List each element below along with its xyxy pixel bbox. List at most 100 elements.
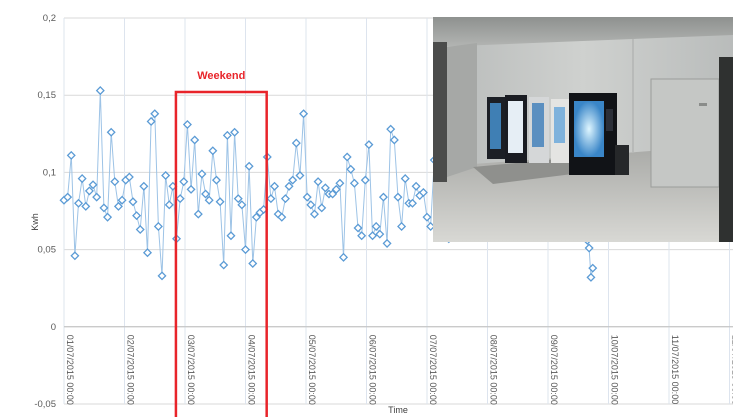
data-point — [150, 109, 160, 119]
data-point — [251, 212, 261, 222]
data-point — [584, 243, 594, 253]
data-point — [99, 203, 109, 213]
data-point — [226, 231, 236, 241]
data-point — [266, 194, 276, 204]
data-point — [586, 272, 596, 282]
data-point — [124, 172, 134, 182]
data-point — [88, 180, 98, 190]
data-point — [375, 229, 385, 239]
data-point — [244, 161, 254, 171]
data-point — [357, 231, 367, 241]
data-point — [407, 198, 417, 208]
data-point — [81, 201, 91, 211]
data-point — [175, 194, 185, 204]
data-point — [349, 178, 359, 188]
data-point — [335, 178, 345, 188]
data-point — [382, 238, 392, 248]
data-point — [66, 150, 76, 160]
data-point — [240, 245, 251, 255]
data-point — [164, 200, 174, 210]
x-tick-label: 08/07/2015 00:00 — [489, 335, 499, 405]
data-point — [193, 209, 203, 219]
data-point — [331, 184, 341, 194]
data-point — [219, 260, 229, 270]
data-point — [153, 221, 163, 231]
data-point — [84, 186, 94, 196]
data-point — [320, 183, 330, 193]
data-point — [397, 221, 407, 231]
data-point — [63, 192, 73, 202]
data-point — [270, 181, 280, 191]
data-point — [110, 177, 120, 187]
data-point — [277, 212, 287, 222]
weekend-label: Weekend — [197, 70, 245, 82]
y-axis-ticks: -0,05 0 0,05 0,1 0,15 0,2 — [34, 13, 56, 410]
data-point — [70, 251, 80, 261]
data-point — [215, 197, 225, 207]
data-point — [237, 200, 247, 210]
data-point — [317, 203, 327, 213]
data-point — [338, 252, 349, 262]
data-point — [230, 127, 240, 137]
data-point — [302, 192, 312, 202]
data-point — [299, 109, 309, 119]
data-point — [393, 192, 403, 202]
data-point — [113, 201, 123, 211]
x-tick-label: 01/07/2015 00:00 — [65, 335, 75, 405]
data-point — [353, 223, 363, 233]
data-point — [306, 200, 316, 210]
data-point — [328, 189, 338, 199]
weekend-box — [174, 90, 268, 417]
x-tick-label: 03/07/2015 00:00 — [186, 335, 196, 405]
data-point — [418, 187, 428, 197]
data-point — [309, 209, 319, 219]
data-point — [208, 146, 218, 156]
data-point — [422, 212, 432, 222]
data-point — [378, 192, 388, 202]
data-point — [106, 127, 116, 137]
y-tick-label: 0 — [51, 322, 56, 333]
data-point — [161, 170, 171, 181]
data-point — [128, 197, 138, 207]
data-point — [211, 175, 221, 185]
data-point — [364, 140, 374, 150]
data-point — [288, 175, 298, 185]
data-point — [182, 120, 192, 130]
data-point — [280, 194, 290, 204]
data-point — [368, 231, 378, 241]
x-tick-label: 04/07/2015 00:00 — [247, 335, 257, 405]
y-tick-label: -0,05 — [34, 399, 56, 410]
x-tick-label: 06/07/2015 00:00 — [368, 335, 378, 405]
data-point — [201, 189, 211, 199]
data-point — [386, 124, 396, 134]
y-tick-label: 0,15 — [38, 90, 57, 101]
data-point — [77, 174, 87, 184]
data-point — [132, 211, 142, 221]
data-point — [142, 248, 153, 258]
data-point — [135, 225, 145, 235]
data-point — [117, 195, 127, 205]
x-tick-label: 05/07/2015 00:00 — [307, 335, 317, 405]
x-tick-label: 10/07/2015 00:00 — [610, 335, 620, 405]
data-point — [95, 86, 105, 96]
vending-machines-photo — [433, 17, 733, 242]
photo-image — [433, 17, 733, 242]
data-point — [146, 116, 156, 126]
x-tick-label: 02/07/2015 00:00 — [126, 335, 136, 405]
data-point — [411, 181, 421, 191]
y-tick-label: 0,1 — [43, 167, 56, 178]
data-point — [400, 174, 410, 184]
data-point — [342, 152, 352, 162]
data-point — [291, 138, 301, 148]
y-axis-label: Kwh — [30, 213, 40, 231]
data-point — [74, 198, 84, 208]
x-axis-ticks: 01/07/2015 00:00 02/07/2015 00:00 03/07/20… — [65, 335, 733, 405]
x-tick-label: 12/07/2015 00:00 — [731, 335, 733, 405]
data-point — [588, 263, 598, 273]
x-tick-label: 11/07/2015 00:00 — [670, 335, 680, 404]
y-tick-label: 0,2 — [43, 13, 56, 24]
data-point — [179, 177, 189, 187]
data-point — [222, 130, 232, 140]
data-point — [389, 135, 399, 145]
data-point — [233, 194, 243, 204]
